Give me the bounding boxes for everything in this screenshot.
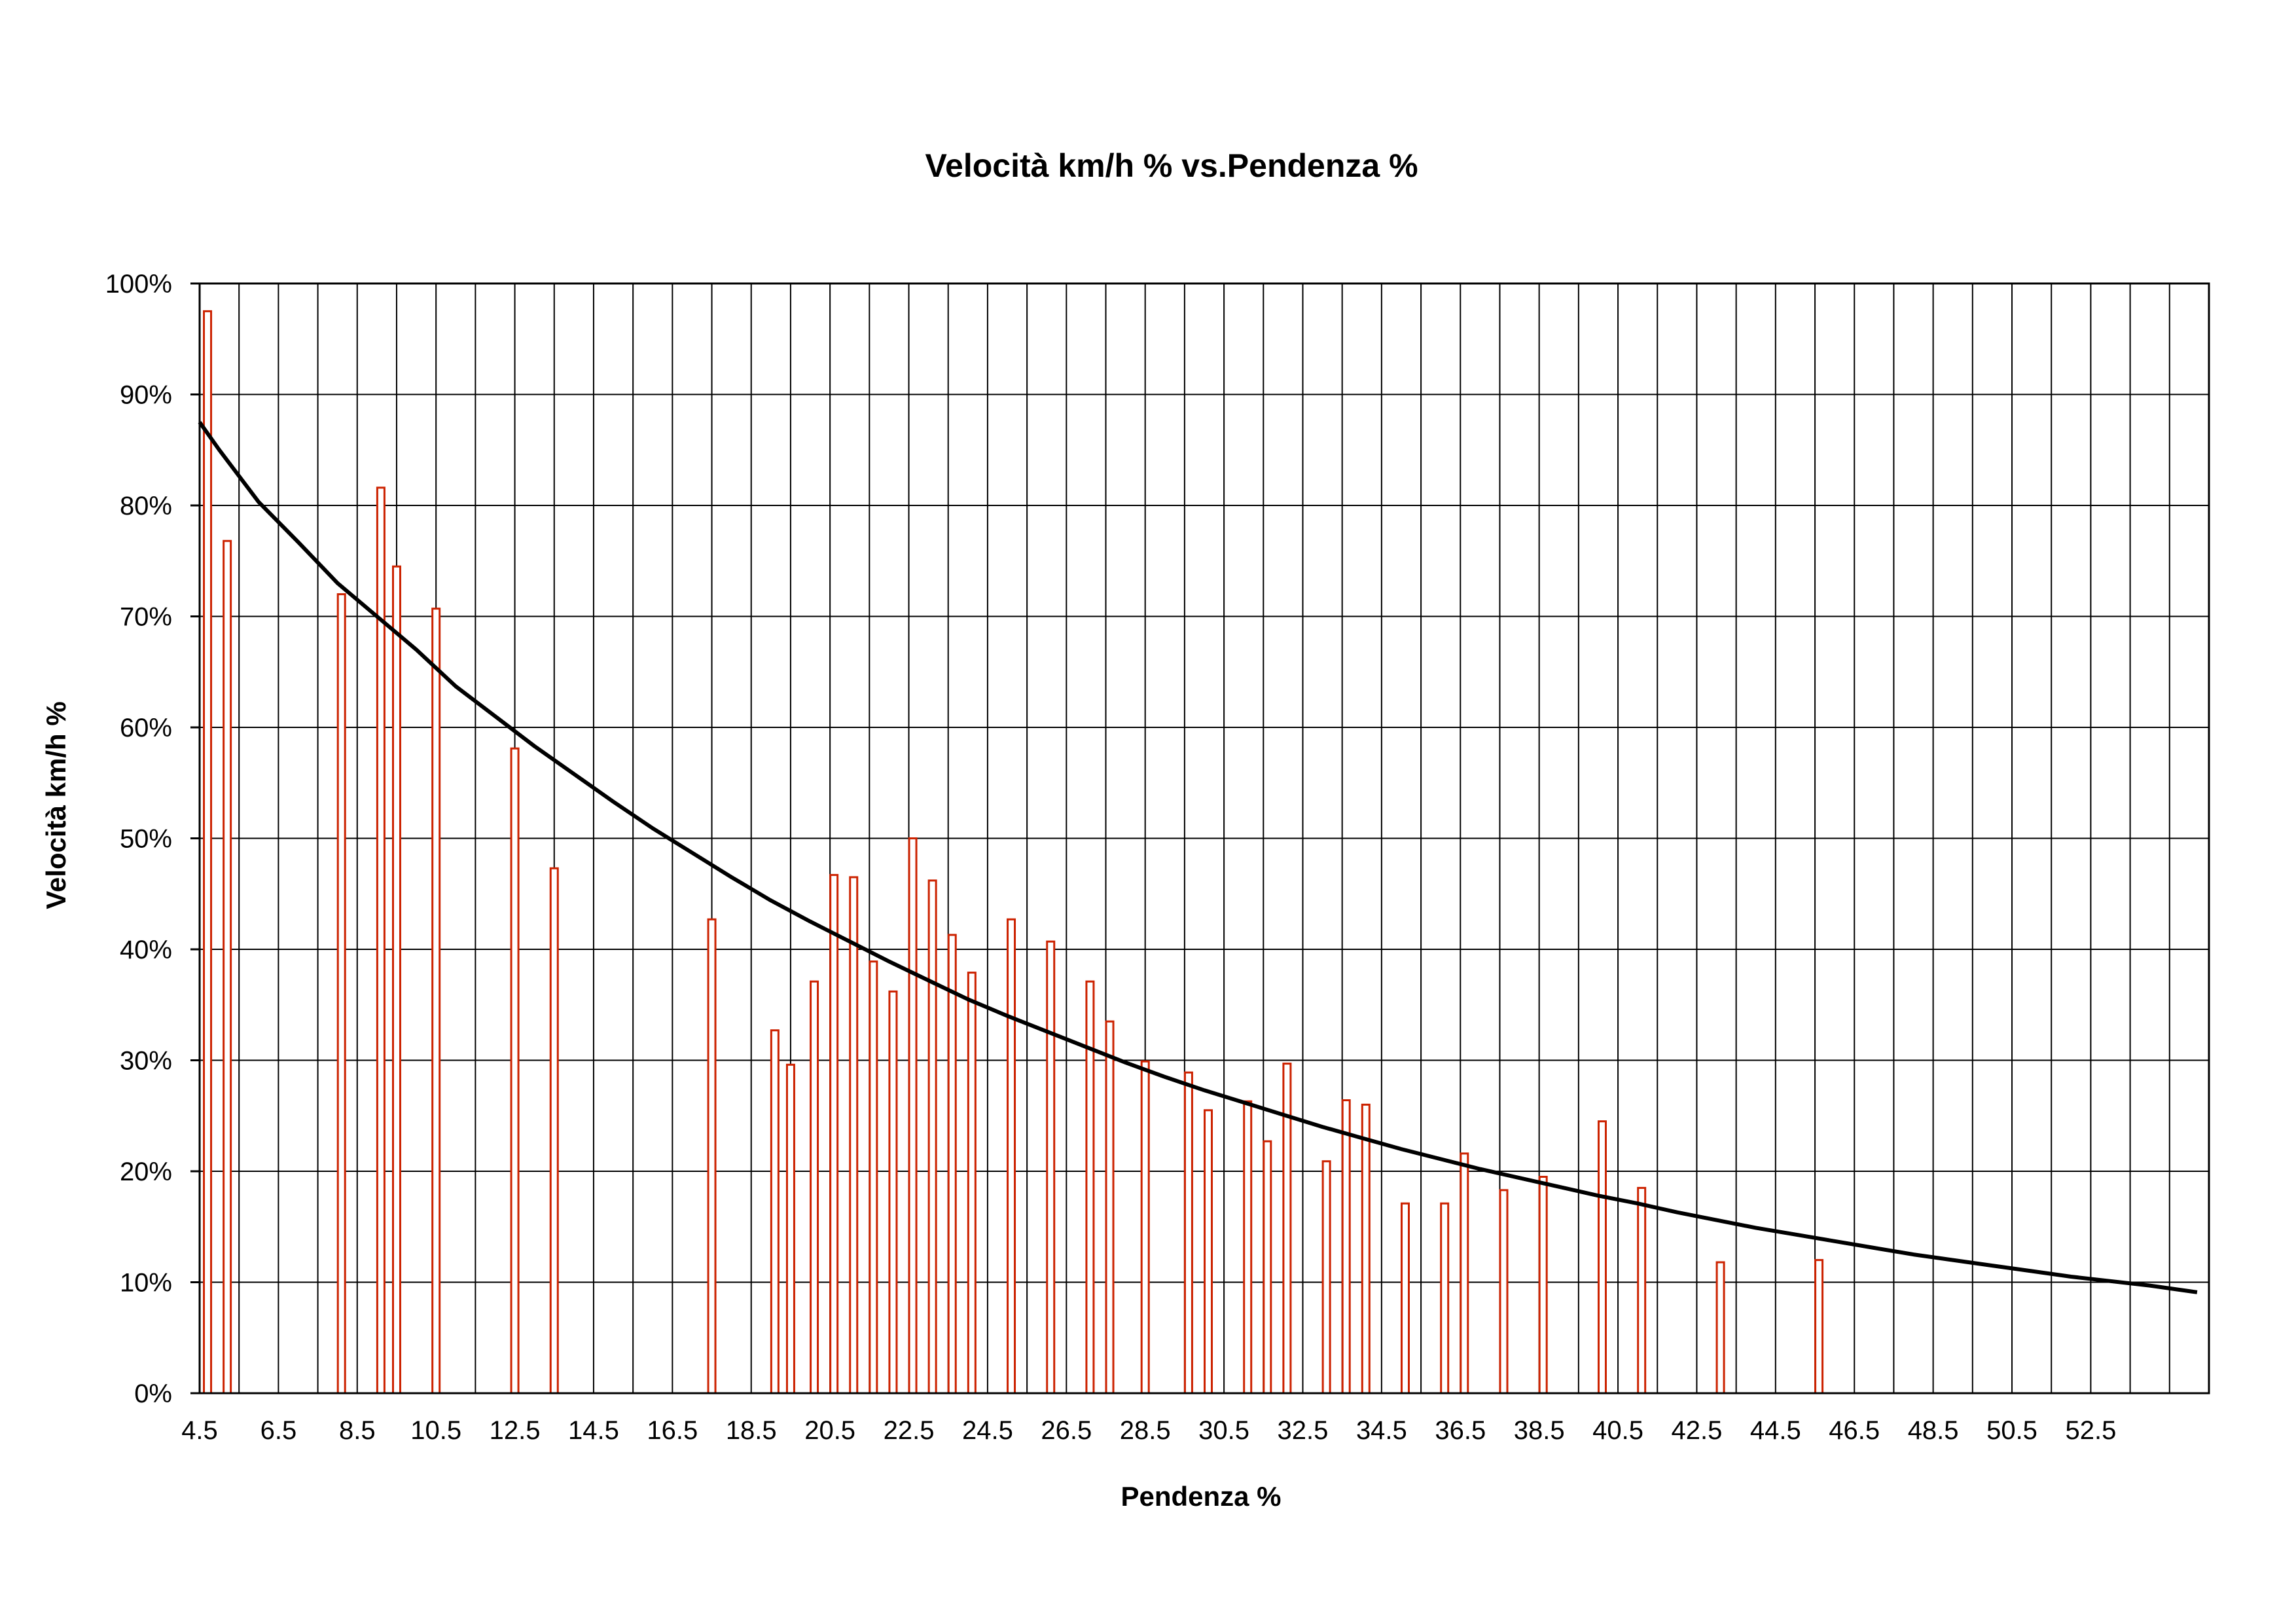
bar xyxy=(431,608,441,1395)
bar xyxy=(1204,1109,1213,1395)
x-tick-label: 44.5 xyxy=(1750,1416,1801,1445)
x-tick-label: 38.5 xyxy=(1514,1416,1565,1445)
y-tick-label: 60% xyxy=(120,714,172,742)
x-tick-label: 30.5 xyxy=(1198,1416,1249,1445)
x-tick-label: 36.5 xyxy=(1435,1416,1486,1445)
bar xyxy=(549,867,559,1395)
bar xyxy=(1538,1175,1548,1395)
bar xyxy=(1814,1259,1824,1395)
bar xyxy=(1243,1100,1253,1395)
x-tick-label: 46.5 xyxy=(1829,1416,1880,1445)
bar xyxy=(829,873,839,1395)
x-axis-title: Pendenza % xyxy=(1121,1481,1281,1512)
x-tick-label: 40.5 xyxy=(1592,1416,1643,1445)
y-tick-label: 100% xyxy=(105,270,172,299)
x-tick-label: 4.5 xyxy=(181,1416,218,1445)
x-tick-label: 6.5 xyxy=(260,1416,297,1445)
y-tick-label: 10% xyxy=(120,1269,172,1298)
bar xyxy=(927,879,937,1395)
x-tick-label: 24.5 xyxy=(962,1416,1013,1445)
bar xyxy=(707,918,717,1395)
x-tick-label: 42.5 xyxy=(1672,1416,1723,1445)
bar xyxy=(1263,1140,1272,1395)
bar xyxy=(1183,1071,1193,1395)
plot-area: 0% 10% 20% 30% 40% 50% 60% 70% 80% 90% 100% 4.5 6.5 8… xyxy=(105,270,2210,1445)
y-axis-title: Velocità km/h % xyxy=(41,701,71,909)
x-tick-label: 50.5 xyxy=(1986,1416,2037,1445)
bar xyxy=(1361,1103,1371,1395)
y-tick-label: 90% xyxy=(120,381,172,410)
x-tick-label: 22.5 xyxy=(884,1416,935,1445)
bar xyxy=(1105,1020,1115,1395)
bar xyxy=(1085,980,1095,1395)
bar xyxy=(1321,1160,1331,1395)
bar xyxy=(1715,1261,1725,1395)
plot-border xyxy=(198,282,2210,1395)
x-tick-label: 16.5 xyxy=(647,1416,698,1445)
bar xyxy=(947,934,957,1395)
x-tick-label: 34.5 xyxy=(1356,1416,1407,1445)
bar xyxy=(1460,1152,1469,1395)
bar xyxy=(1007,918,1016,1395)
x-tick-label: 20.5 xyxy=(804,1416,855,1445)
bar xyxy=(1597,1120,1607,1395)
chart-title: Velocità km/h % vs.Pendenza % xyxy=(925,147,1418,184)
x-tick-label: 32.5 xyxy=(1278,1416,1329,1445)
y-tick-label: 30% xyxy=(120,1047,172,1076)
bar xyxy=(967,972,977,1395)
y-tick-label: 50% xyxy=(120,825,172,854)
x-tick-label: 10.5 xyxy=(410,1416,461,1445)
x-tick-label: 28.5 xyxy=(1120,1416,1171,1445)
bar xyxy=(908,837,918,1395)
x-tick-label: 18.5 xyxy=(726,1416,777,1445)
bar xyxy=(336,593,346,1395)
bar xyxy=(1046,940,1056,1395)
x-tick-label: 26.5 xyxy=(1041,1416,1092,1445)
bar xyxy=(391,565,401,1395)
trend-line xyxy=(198,421,2198,1294)
y-tick-label: 40% xyxy=(120,936,172,964)
bar xyxy=(1140,1060,1150,1395)
bar xyxy=(1341,1099,1351,1395)
bar xyxy=(1440,1202,1450,1395)
x-tick-label: 8.5 xyxy=(339,1416,376,1445)
bar xyxy=(770,1029,780,1395)
y-tick-label: 0% xyxy=(134,1379,172,1408)
bar xyxy=(849,876,859,1395)
x-tick-label: 14.5 xyxy=(568,1416,619,1445)
bar xyxy=(223,539,232,1395)
bar xyxy=(1499,1189,1509,1395)
bar xyxy=(869,960,878,1395)
x-tick-label: 12.5 xyxy=(490,1416,541,1445)
bar xyxy=(203,310,213,1395)
bar xyxy=(1637,1186,1647,1395)
bar xyxy=(888,990,898,1395)
bar xyxy=(1282,1063,1292,1395)
x-tick-label: 52.5 xyxy=(2065,1416,2116,1445)
y-tick-label: 80% xyxy=(120,492,172,520)
bar xyxy=(810,980,819,1395)
y-tick-label: 70% xyxy=(120,603,172,632)
bar xyxy=(510,747,520,1395)
y-tick-label: 20% xyxy=(120,1158,172,1186)
bar xyxy=(1401,1202,1410,1395)
x-tick-label: 48.5 xyxy=(1908,1416,1959,1445)
bar xyxy=(785,1063,795,1395)
